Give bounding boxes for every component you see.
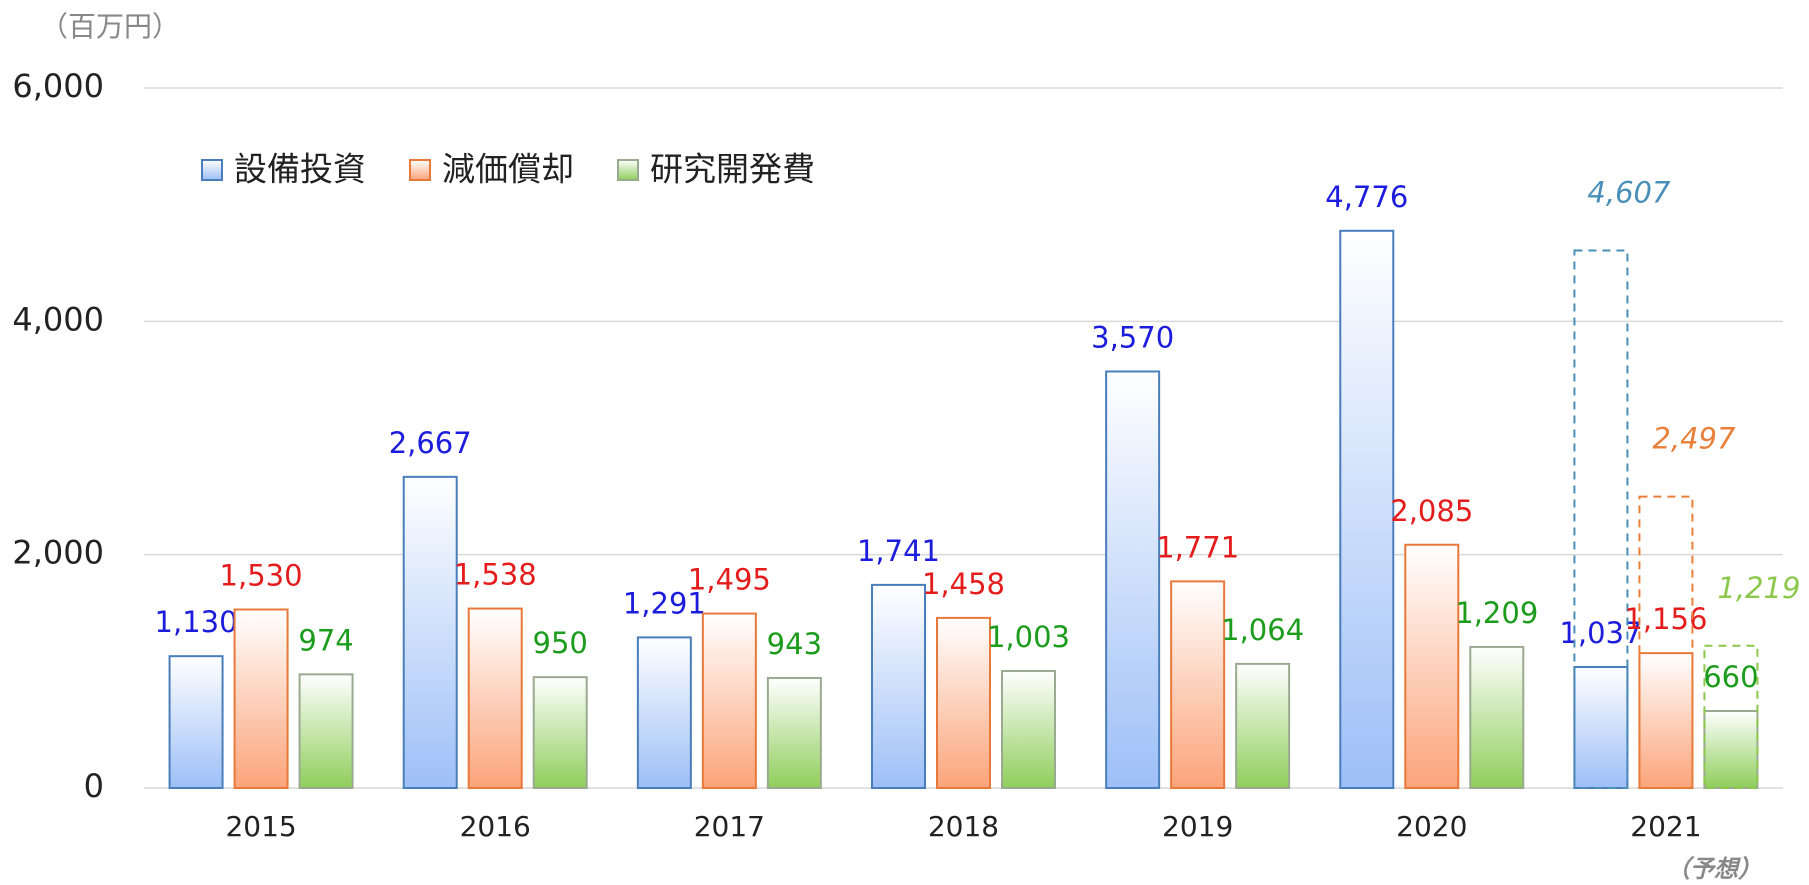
bar bbox=[871, 583, 926, 790]
forecast-bar bbox=[1573, 249, 1629, 789]
value-label: 943 bbox=[767, 627, 822, 661]
forecast-label: 1,219 bbox=[1717, 571, 1800, 605]
value-label: 2,085 bbox=[1390, 494, 1473, 528]
legend-swatch bbox=[201, 159, 223, 181]
x-tick-label: 2020 bbox=[1396, 810, 1467, 843]
bar bbox=[701, 612, 757, 789]
value-label: 1,003 bbox=[987, 620, 1070, 654]
value-label: 2,667 bbox=[389, 426, 472, 460]
value-label: 1,156 bbox=[1624, 602, 1707, 636]
bar bbox=[1001, 669, 1056, 790]
y-tick-label: 6,000 bbox=[12, 67, 104, 105]
value-label: 1,538 bbox=[454, 558, 537, 592]
value-label: 1,291 bbox=[623, 586, 706, 620]
bar bbox=[1638, 652, 1694, 790]
bar bbox=[298, 673, 354, 789]
bar bbox=[1170, 580, 1226, 790]
value-label: 3,570 bbox=[1091, 321, 1174, 355]
value-label: 950 bbox=[533, 626, 588, 660]
value-label: 1,771 bbox=[1156, 530, 1239, 564]
forecast-label: 2,497 bbox=[1652, 422, 1736, 456]
y-tick-label: 0 bbox=[84, 767, 104, 805]
value-label: 660 bbox=[1703, 660, 1758, 694]
bar bbox=[1703, 710, 1759, 789]
unit-label: （百万円） bbox=[40, 10, 180, 43]
forecast-note: （予想） bbox=[1666, 855, 1762, 883]
forecast-label: 4,607 bbox=[1587, 176, 1671, 210]
value-label: 1,037 bbox=[1559, 616, 1642, 650]
bar bbox=[1404, 543, 1460, 789]
value-label: 974 bbox=[298, 623, 353, 657]
value-label: 1,495 bbox=[688, 563, 771, 597]
value-label: 1,741 bbox=[857, 534, 940, 568]
bar bbox=[1573, 666, 1629, 789]
value-label: 1,209 bbox=[1455, 596, 1538, 630]
x-tick-label: 2021 bbox=[1630, 810, 1701, 843]
value-label: 1,130 bbox=[155, 605, 238, 639]
y-tick-label: 4,000 bbox=[12, 300, 104, 338]
bar bbox=[168, 655, 224, 790]
value-label: 1,064 bbox=[1221, 613, 1304, 647]
x-tick-label: 2015 bbox=[225, 810, 296, 843]
forecast-bar bbox=[1638, 495, 1694, 789]
legend-swatch bbox=[409, 159, 431, 181]
bar bbox=[402, 475, 458, 789]
bar bbox=[467, 607, 523, 789]
legend-label: 研究開発費 bbox=[650, 150, 815, 189]
bar bbox=[936, 616, 991, 790]
x-tick-label: 2018 bbox=[928, 810, 999, 843]
value-label: 1,530 bbox=[220, 559, 303, 593]
x-tick-label: 2016 bbox=[460, 810, 531, 843]
value-label: 4,776 bbox=[1325, 180, 1408, 214]
x-tick-label: 2019 bbox=[1162, 810, 1233, 843]
bar bbox=[766, 676, 822, 790]
bar bbox=[233, 608, 289, 789]
bar bbox=[1105, 370, 1161, 789]
bar bbox=[1339, 229, 1395, 790]
legend-label: 減価償却 bbox=[442, 150, 574, 189]
y-tick-label: 2,000 bbox=[12, 534, 104, 572]
bar bbox=[532, 676, 588, 790]
legend-label: 設備投資 bbox=[234, 150, 366, 189]
bar bbox=[636, 636, 692, 790]
bar bbox=[1469, 645, 1525, 790]
x-tick-label: 2017 bbox=[694, 810, 765, 843]
bar bbox=[1235, 662, 1291, 789]
legend-swatch bbox=[617, 159, 639, 181]
value-label: 1,458 bbox=[922, 567, 1005, 601]
